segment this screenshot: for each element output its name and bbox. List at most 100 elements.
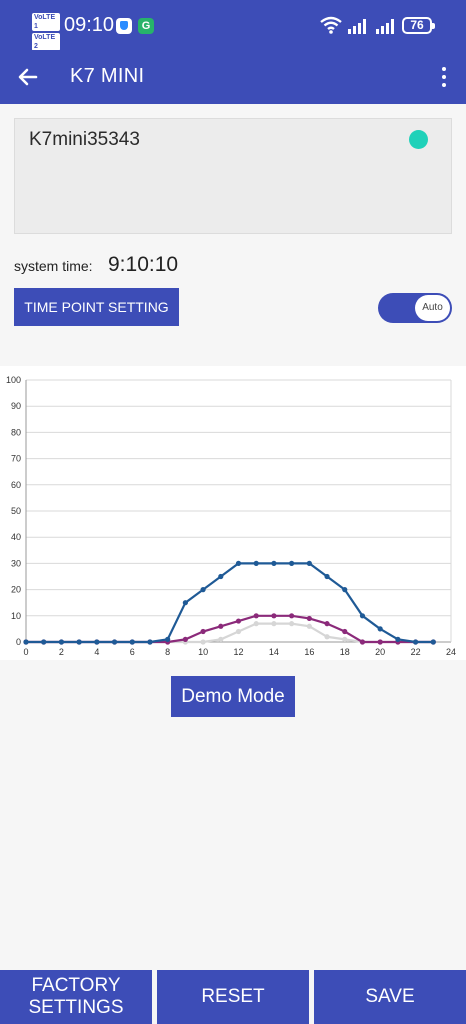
data-point bbox=[377, 626, 383, 632]
battery-icon: 76 bbox=[402, 17, 435, 34]
data-point bbox=[253, 621, 259, 627]
data-point bbox=[271, 621, 277, 627]
data-point bbox=[235, 560, 242, 566]
x-tick-label: 14 bbox=[269, 647, 279, 657]
data-point bbox=[306, 615, 312, 622]
save-button[interactable]: SAVE bbox=[314, 970, 466, 1024]
y-tick-label: 100 bbox=[6, 375, 21, 385]
connection-status-dot-icon bbox=[409, 130, 428, 149]
y-tick-label: 30 bbox=[11, 558, 21, 568]
data-point bbox=[58, 639, 65, 645]
data-point bbox=[271, 613, 277, 619]
y-tick-label: 80 bbox=[11, 427, 21, 437]
x-tick-label: 0 bbox=[23, 647, 28, 657]
y-tick-label: 50 bbox=[11, 506, 21, 516]
data-point bbox=[342, 587, 348, 593]
data-point bbox=[218, 623, 224, 629]
x-tick-label: 20 bbox=[375, 647, 385, 657]
system-time-label: system time: bbox=[14, 258, 93, 274]
x-tick-label: 12 bbox=[233, 647, 243, 657]
volte-indicator: VoLTE 1 VoLTE 2 bbox=[32, 13, 60, 51]
volte1-badge: VoLTE 1 bbox=[32, 13, 60, 31]
light-schedule-chart: 0 10 20 30 40 50 60 70 80 90 100 0 2 4 6 8 10 12 14 16 18 20 2… bbox=[0, 366, 466, 660]
device-name: K7mini35343 bbox=[29, 129, 140, 150]
data-point bbox=[218, 636, 224, 642]
status-time: 09:10 bbox=[64, 14, 115, 36]
data-point bbox=[200, 587, 206, 593]
data-point bbox=[200, 628, 206, 635]
status-bar: VoLTE 1 VoLTE 2 09:10 G 76 bbox=[0, 0, 466, 51]
data-point bbox=[129, 639, 135, 645]
data-point bbox=[182, 600, 188, 606]
x-tick-label: 24 bbox=[446, 647, 456, 657]
series-line-2 bbox=[26, 562, 434, 644]
x-tick-label: 8 bbox=[165, 647, 170, 657]
wifi-icon bbox=[320, 16, 342, 34]
factory-settings-button[interactable]: FACTORY SETTINGS bbox=[0, 970, 152, 1024]
x-tick-label: 22 bbox=[411, 647, 421, 657]
data-point bbox=[289, 613, 295, 619]
signal-icon-1 bbox=[348, 19, 366, 34]
data-point bbox=[430, 639, 436, 645]
x-tick-label: 2 bbox=[59, 647, 64, 657]
y-tick-label: 40 bbox=[11, 532, 21, 542]
back-arrow-icon[interactable] bbox=[14, 62, 44, 92]
x-tick-label: 18 bbox=[340, 647, 350, 657]
y-tick-label: 20 bbox=[11, 585, 21, 595]
more-vert-icon[interactable] bbox=[432, 64, 456, 90]
data-point bbox=[147, 639, 153, 645]
data-point bbox=[342, 628, 348, 635]
data-point bbox=[253, 560, 259, 566]
y-tick-label: 10 bbox=[11, 611, 21, 621]
x-tick-label: 6 bbox=[130, 647, 135, 657]
auto-toggle-label: Auto bbox=[415, 295, 450, 321]
bottom-action-bar: FACTORY SETTINGS RESET SAVE bbox=[0, 970, 466, 1024]
y-tick-label: 60 bbox=[11, 480, 21, 490]
data-point bbox=[359, 613, 366, 619]
y-tick-label: 70 bbox=[11, 454, 21, 464]
series-line-1 bbox=[26, 614, 434, 644]
data-point bbox=[253, 613, 259, 619]
device-card[interactable]: K7mini35343 bbox=[14, 118, 452, 234]
y-tick-label: 90 bbox=[11, 401, 21, 411]
data-point bbox=[235, 618, 242, 624]
y-tick-label: 0 bbox=[16, 637, 21, 647]
signal-icon-2 bbox=[376, 19, 394, 34]
data-point bbox=[359, 639, 366, 645]
data-point bbox=[324, 634, 330, 640]
data-point bbox=[218, 573, 224, 580]
x-tick-label: 16 bbox=[304, 647, 314, 657]
data-point bbox=[324, 621, 330, 627]
data-point bbox=[94, 639, 100, 645]
reset-button[interactable]: RESET bbox=[157, 970, 309, 1024]
page-title: K7 MINI bbox=[70, 65, 145, 87]
data-point bbox=[342, 636, 348, 642]
volte2-badge: VoLTE 2 bbox=[32, 33, 60, 51]
data-point bbox=[395, 636, 401, 642]
data-point bbox=[41, 639, 47, 645]
series-line-0 bbox=[26, 622, 434, 644]
data-point bbox=[306, 623, 312, 629]
auto-toggle[interactable]: Auto bbox=[378, 293, 452, 323]
data-point bbox=[200, 639, 206, 645]
data-point bbox=[165, 636, 171, 642]
system-time-value: 9:10:10 bbox=[108, 253, 179, 276]
app-bar: K7 MINI bbox=[0, 50, 466, 104]
time-point-setting-button[interactable]: TIME POINT SETTING bbox=[14, 288, 179, 326]
x-tick-label: 10 bbox=[198, 647, 208, 657]
shield-app-icon bbox=[116, 18, 132, 34]
data-point bbox=[23, 639, 29, 645]
data-point bbox=[182, 636, 188, 642]
data-point bbox=[412, 639, 419, 645]
data-point bbox=[76, 639, 82, 645]
demo-mode-button[interactable]: Demo Mode bbox=[171, 676, 295, 717]
data-point bbox=[306, 560, 312, 566]
data-point bbox=[271, 560, 277, 566]
x-tick-label: 4 bbox=[94, 647, 99, 657]
data-point bbox=[377, 639, 383, 645]
data-point bbox=[235, 628, 242, 635]
data-point bbox=[289, 560, 295, 566]
data-point bbox=[289, 621, 295, 627]
g-app-icon: G bbox=[138, 18, 154, 34]
